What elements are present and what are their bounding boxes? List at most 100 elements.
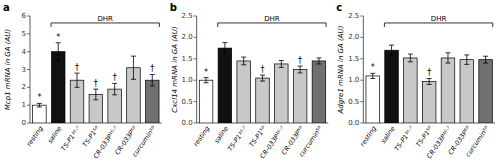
annotation: * (371, 63, 375, 72)
panel: a0123456Mcp1 mRNA in GA (AU)restingsalin… (3, 2, 162, 160)
bracket (384, 23, 492, 27)
error-cap (408, 54, 413, 55)
error-cap (56, 60, 61, 61)
error-cap (370, 78, 375, 79)
error-line (206, 78, 207, 83)
y-tick-label: 1.0 (348, 76, 359, 84)
y-tick-label: 2 (22, 83, 26, 91)
bar (275, 64, 289, 123)
error-cap (56, 42, 61, 43)
bracket-label: DHR (264, 15, 280, 23)
error-bar (279, 61, 284, 68)
y-tick-label: 2.5 (348, 12, 359, 20)
y-tick-label: 3 (22, 66, 26, 74)
x-tick-label: saline (379, 125, 397, 145)
error-cap (279, 67, 284, 68)
bar (479, 60, 493, 123)
y-axis-label: Cxcl14 mRNA in GA (AU) (171, 26, 179, 113)
error-line (39, 103, 40, 107)
error-bar (75, 73, 80, 87)
error-cap (241, 64, 246, 65)
x-tick-label: CR-033P¹⁶·⁷ (258, 124, 286, 160)
bar (218, 48, 232, 123)
y-tick-label: 6 (22, 12, 27, 20)
error-bar (464, 55, 469, 64)
error-bar (427, 78, 432, 84)
annotation: † (150, 64, 154, 73)
error-bar (408, 54, 413, 62)
error-line (318, 58, 319, 64)
y-tick-label: 0.0 (348, 119, 359, 127)
y-tick (194, 101, 197, 102)
annotation: * (56, 33, 60, 42)
marks (366, 45, 492, 123)
y-axis-label: Mcp1 mRNA in GA (AU) (4, 29, 12, 111)
error-cap (37, 106, 42, 107)
error-line (447, 53, 448, 63)
panel: b0.00.51.01.52.02.5Cxcl14 mRNA in GA (AU… (170, 2, 329, 160)
error-cap (131, 56, 136, 57)
annotation: * (37, 93, 41, 102)
y-tick (360, 16, 363, 17)
y-axis (30, 16, 31, 123)
annotation: * (204, 68, 208, 77)
y-tick (360, 80, 363, 81)
error-line (281, 61, 282, 68)
x-tick-label: TS-P1¹⁶·⁷ (59, 124, 82, 152)
error-line (466, 55, 467, 64)
error-line (410, 54, 411, 62)
error-bar (445, 53, 450, 63)
x-tick-label: curcumin⁵⁰ (464, 124, 491, 158)
annotation: † (261, 65, 265, 74)
x-tick-label: CR-033P¹⁶·⁷ (92, 124, 120, 160)
x-tick-label: resting (25, 125, 45, 148)
error-cap (204, 82, 209, 83)
y-tick (194, 16, 197, 17)
y-tick-label: 1 (22, 101, 26, 109)
y-axis (196, 16, 197, 123)
y-tick-label: 1.0 (182, 76, 193, 84)
annotation: † (94, 79, 98, 88)
annotation: † (427, 68, 431, 77)
error-cap (93, 89, 98, 90)
error-line (58, 43, 59, 61)
error-cap (222, 42, 227, 43)
error-cap (204, 77, 209, 78)
error-bar (112, 83, 117, 94)
error-bar (241, 57, 246, 65)
error-cap (316, 63, 321, 64)
y-tick-label: 4 (22, 48, 27, 56)
bracket (218, 23, 326, 27)
bar (422, 81, 436, 123)
error-line (133, 56, 134, 79)
bar (237, 61, 251, 123)
error-bar (150, 74, 155, 85)
panel-label: a (3, 2, 10, 13)
error-cap (150, 74, 155, 75)
error-cap (150, 85, 155, 86)
y-tick (27, 69, 30, 70)
error-cap (260, 81, 265, 82)
error-cap (298, 72, 303, 73)
bracket (51, 23, 159, 27)
marks (199, 43, 325, 123)
annotation: † (75, 63, 79, 72)
error-line (391, 45, 392, 55)
x-tick-label: curcumin⁵⁰ (297, 124, 324, 158)
bar (199, 80, 213, 123)
y-tick-label: 2.0 (348, 33, 359, 41)
y-tick-label: 2.5 (182, 12, 193, 20)
y-tick (27, 33, 30, 34)
error-bar (260, 75, 265, 81)
error-line (243, 57, 244, 65)
error-line (77, 73, 78, 87)
y-tick-label: 1.5 (348, 55, 359, 63)
bar (33, 105, 47, 123)
bar (404, 58, 418, 123)
error-cap (427, 78, 432, 79)
y-tick-label: 0.5 (348, 98, 359, 106)
error-bar (389, 45, 394, 55)
error-cap (427, 84, 432, 85)
panel: c0.00.51.01.52.02.5Adgre1 mRNA in GA (AU… (336, 2, 495, 160)
error-cap (112, 83, 117, 84)
